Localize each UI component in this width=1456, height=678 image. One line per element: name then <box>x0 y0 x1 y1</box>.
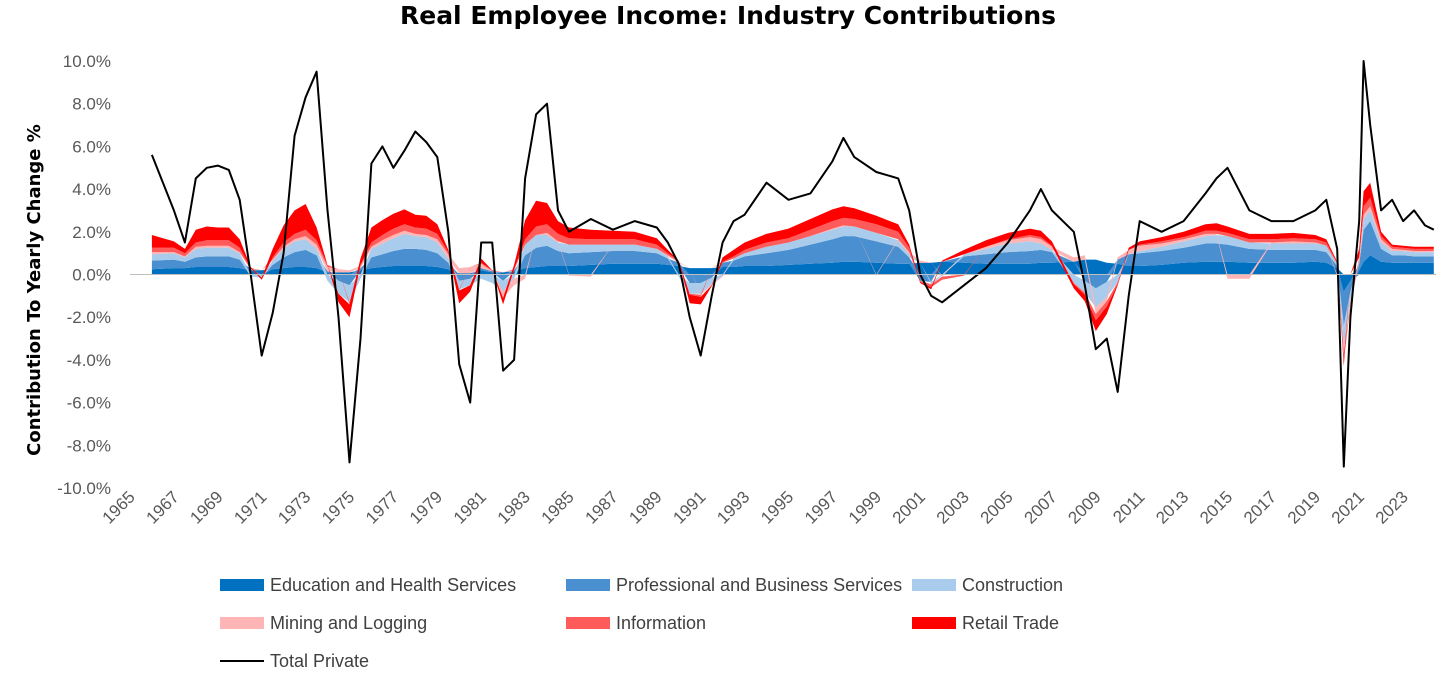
legend-label-mining-and-logging: Mining and Logging <box>270 613 427 633</box>
y-axis-label: Contribution To Yearly Change % <box>24 124 45 456</box>
x-tick-label: 2007 <box>1021 487 1061 527</box>
legend-label-information: Information <box>616 613 706 633</box>
line-total-private <box>150 60 1435 468</box>
legend-swatch-mining-and-logging <box>220 617 264 629</box>
x-tick-label: 1975 <box>318 487 358 527</box>
x-tick-label: 1983 <box>494 487 534 527</box>
y-tick-label: 0.0% <box>72 266 111 285</box>
x-tick-label: 1995 <box>757 487 797 527</box>
legend-swatch-education-and-health-services <box>220 579 264 591</box>
x-tick-label: 1985 <box>538 487 578 527</box>
legend-swatch-construction <box>912 579 956 591</box>
area-education-and-health-services <box>151 255 1434 292</box>
y-axis: 10.0% 8.0% 6.0% 4.0% 2.0% 0.0% -2.0% -4.0% -6.0%… <box>57 52 111 498</box>
x-tick-label: 1997 <box>801 487 841 527</box>
legend-swatch-retail-trade <box>912 617 956 629</box>
x-tick-label: 1991 <box>669 487 709 527</box>
y-tick-label: -10.0% <box>57 479 111 498</box>
y-tick-label: -8.0% <box>67 436 111 455</box>
x-tick-label: 2001 <box>889 487 929 527</box>
x-tick-label: 1967 <box>143 487 183 527</box>
y-tick-label: 4.0% <box>72 180 111 199</box>
x-tick-label: 1969 <box>186 487 226 527</box>
x-tick-label: 2011 <box>1109 487 1148 526</box>
x-tick-label: 2009 <box>1064 487 1104 527</box>
x-tick-label: 2003 <box>933 487 973 527</box>
y-tick-label: -2.0% <box>67 308 111 327</box>
legend-swatch-professional-and-business-services <box>566 579 610 591</box>
x-tick-label: 2017 <box>1240 487 1280 527</box>
y-tick-label: -6.0% <box>67 394 111 413</box>
x-tick-label: 1981 <box>450 487 490 527</box>
x-tick-label: 1973 <box>274 487 314 527</box>
legend: Education and Health Services Professiona… <box>220 575 1063 671</box>
x-tick-label: 1987 <box>582 487 622 527</box>
x-tick-label: 2015 <box>1196 487 1236 527</box>
y-tick-label: 6.0% <box>72 137 111 156</box>
x-tick-label: 1999 <box>845 487 885 527</box>
y-tick-label: 8.0% <box>72 95 111 114</box>
x-axis: 1965 1967 1969 1971 1973 1975 1977 1979 1981 1983… <box>99 487 1412 527</box>
x-tick-label: 1989 <box>625 487 665 527</box>
y-tick-label: -4.0% <box>67 351 111 370</box>
legend-label-retail-trade: Retail Trade <box>962 613 1059 633</box>
legend-swatch-information <box>566 617 610 629</box>
x-tick-label: 2013 <box>1152 487 1192 527</box>
legend-label-professional-and-business-services: Professional and Business Services <box>616 575 902 595</box>
x-tick-label: 1971 <box>230 487 270 527</box>
plot-area <box>150 60 1435 468</box>
x-tick-label: 1977 <box>362 487 402 527</box>
x-tick-label: 2023 <box>1372 487 1412 527</box>
x-tick-label: 1979 <box>406 487 446 527</box>
legend-label-total-private: Total Private <box>270 651 369 671</box>
x-tick-label: 1993 <box>713 487 753 527</box>
legend-label-education-and-health-services: Education and Health Services <box>270 575 516 595</box>
legend-label-construction: Construction <box>962 575 1063 595</box>
y-tick-label: 2.0% <box>72 223 111 242</box>
chart-title: Real Employee Income: Industry Contribut… <box>400 1 1056 30</box>
x-tick-label: 2005 <box>977 487 1017 527</box>
y-tick-label: 10.0% <box>63 52 111 71</box>
x-tick-label: 2019 <box>1284 487 1324 527</box>
x-tick-label: 2021 <box>1328 487 1368 527</box>
